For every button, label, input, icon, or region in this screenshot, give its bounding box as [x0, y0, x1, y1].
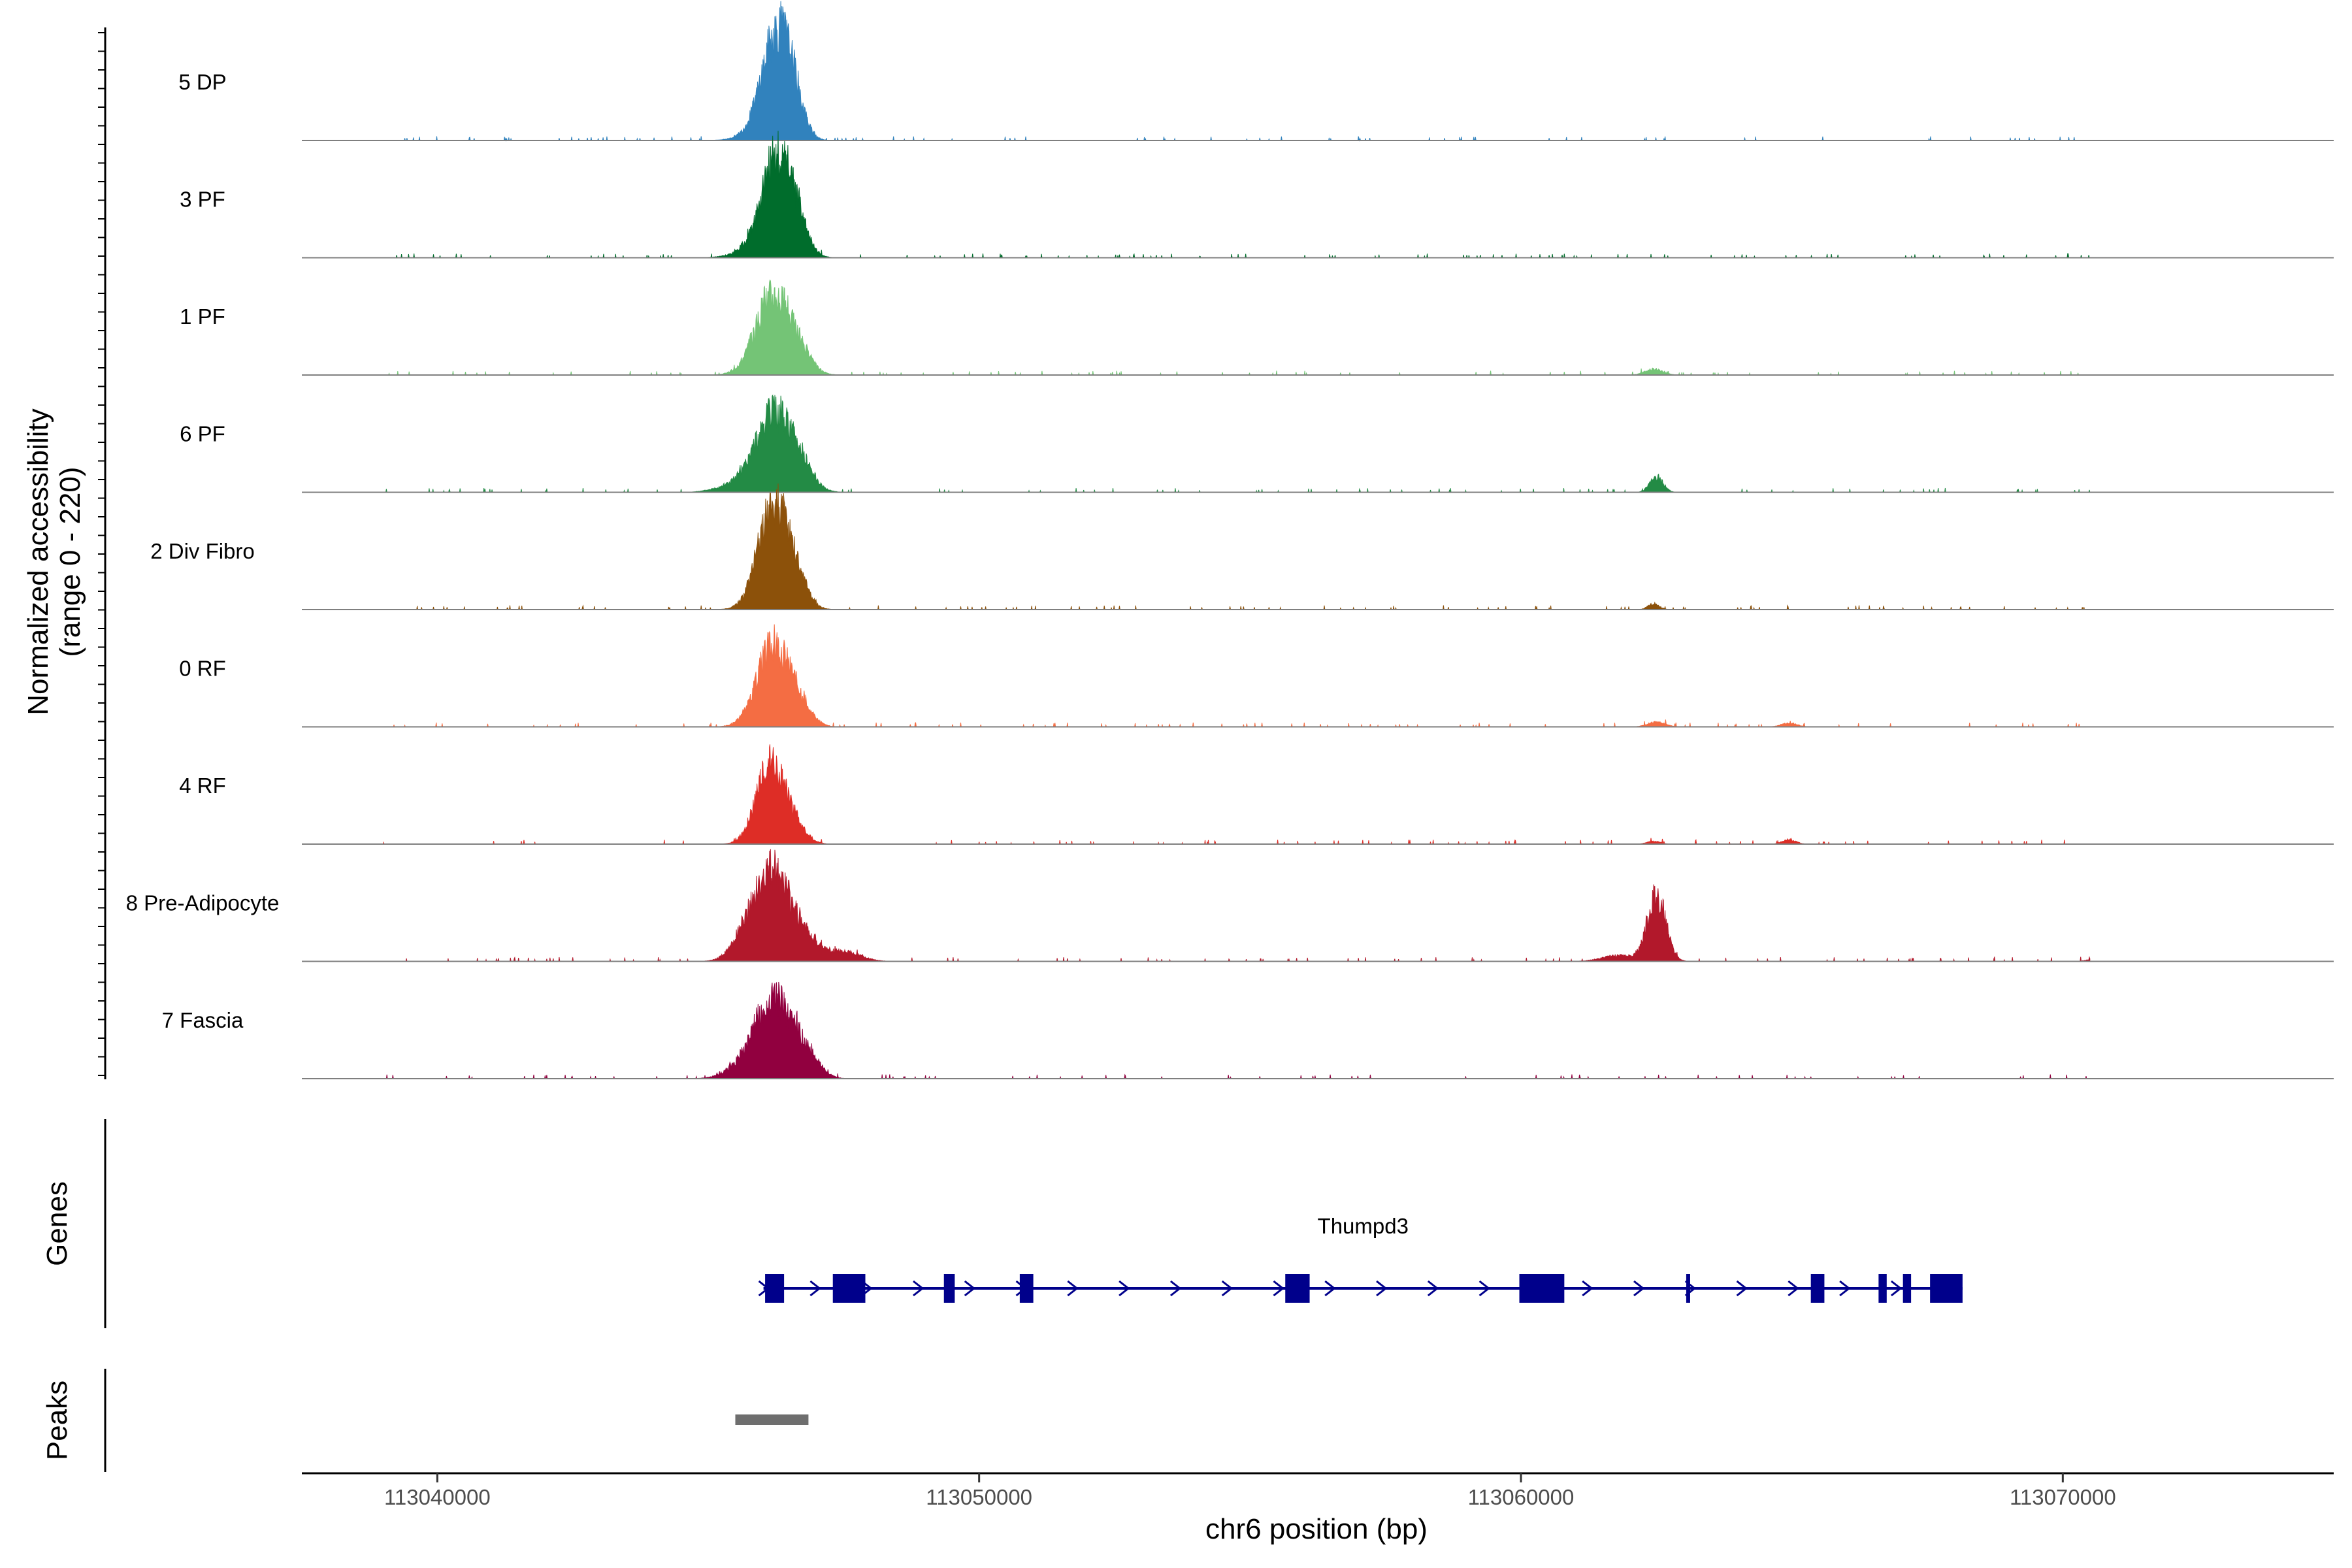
gene-exon [1285, 1274, 1310, 1303]
track-label: 5 DP [178, 70, 226, 94]
accessibility-y-axis [98, 27, 106, 1079]
gene-exon [832, 1274, 866, 1303]
gene-exon [1810, 1274, 1825, 1303]
coverage-area [302, 624, 2090, 728]
strand-arrow [1633, 1280, 1645, 1297]
strand-arrow [964, 1280, 976, 1297]
coverage-area [302, 394, 2091, 493]
gene-exon [1903, 1274, 1912, 1303]
track-label: 8 Pre-Adipocyte [126, 891, 280, 915]
genes-panel-title: Genes [41, 1181, 73, 1266]
gene-exon [765, 1274, 785, 1303]
coverage-area [302, 744, 2090, 845]
x-tick-label: 113060000 [1468, 1485, 1575, 1509]
gene-exon [1930, 1274, 1963, 1303]
coverage-area [302, 981, 2090, 1079]
y-axis-subtitle: (range 0 - 220) [54, 466, 86, 657]
x-axis: 113040000 113050000 113060000 113070000 chr… [302, 1472, 2334, 1545]
strand-arrow [809, 1280, 821, 1297]
track-label: 2 Div Fibro [150, 539, 255, 563]
peak-bar [735, 1414, 809, 1425]
strand-arrow [1736, 1280, 1748, 1297]
track-label: 6 PF [180, 422, 225, 446]
track-label: 4 RF [179, 774, 226, 798]
coverage-area [302, 849, 2091, 962]
x-ticks: 113040000 113050000 113060000 113070000 [384, 1473, 2116, 1509]
strand-arrow [1119, 1280, 1130, 1297]
x-axis-title: chr6 position (bp) [1205, 1513, 1428, 1545]
x-tick-label: 113070000 [2010, 1485, 2116, 1509]
coverage-area [302, 1, 2090, 142]
gene-exon [1878, 1274, 1887, 1303]
strand-arrow [1067, 1280, 1079, 1297]
peaks-panel-title: Peaks [41, 1380, 73, 1460]
track-label: 1 PF [180, 304, 225, 329]
strand-arrow [913, 1280, 924, 1297]
track-label: 7 Fascia [162, 1008, 244, 1032]
strand-arrow [1273, 1280, 1284, 1297]
strand-arrow [1427, 1280, 1439, 1297]
track-label: 3 PF [180, 188, 225, 212]
strand-arrow [1890, 1280, 1903, 1297]
genes-panel: Genes Thumpd3 [41, 1119, 1963, 1328]
x-tick-label: 113040000 [384, 1485, 491, 1509]
strand-arrow [1582, 1280, 1593, 1297]
strand-arrow [1839, 1280, 1851, 1297]
track-label: 0 RF [179, 657, 226, 681]
gene-exon [1019, 1274, 1034, 1303]
gene-label: Thumpd3 [1318, 1214, 1409, 1238]
gene-models: Thumpd3 [758, 1214, 1963, 1303]
strand-arrow [1478, 1280, 1491, 1297]
coverage-area [302, 131, 2090, 258]
coverage-area [302, 483, 2090, 610]
peak-bars [735, 1414, 809, 1425]
strand-arrow [1169, 1280, 1182, 1297]
strand-arrow [1221, 1280, 1233, 1297]
strand-arrow [1324, 1280, 1336, 1297]
gene-exon [1686, 1274, 1690, 1303]
x-tick-label: 113050000 [926, 1485, 1032, 1509]
strand-arrow [1788, 1280, 1799, 1297]
gene-exon [943, 1274, 955, 1303]
coverage-tracks: 5 DP 3 PF 1 PF 6 PF 2 Div Fibro 0 RF 4 RF 8 Pre… [126, 1, 2334, 1079]
coverage-area [302, 279, 2090, 376]
strand-arrow [1376, 1280, 1388, 1297]
y-axis-title: Normalized accessibility [22, 408, 54, 715]
gene-exon [1519, 1274, 1565, 1303]
peaks-panel: Peaks [41, 1369, 809, 1472]
